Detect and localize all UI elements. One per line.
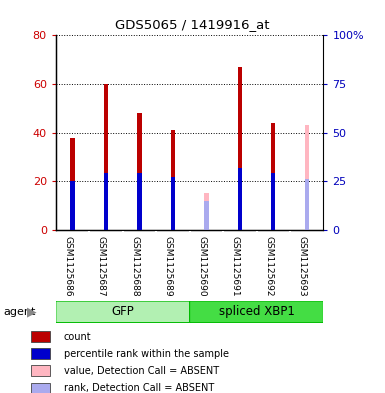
Bar [70,138,75,230]
Text: agent: agent [4,307,36,317]
Bar [31,365,50,376]
Text: GDS5065 / 1419916_at: GDS5065 / 1419916_at [115,18,270,31]
Bar [238,168,242,230]
Bar [70,181,75,230]
Text: GSM1125692: GSM1125692 [264,236,273,297]
Bar [305,179,309,230]
Bar [204,201,209,230]
Bar [137,113,142,230]
Bar [271,173,275,230]
FancyBboxPatch shape [56,301,189,323]
Text: GSM1125693: GSM1125693 [298,236,307,297]
Bar [238,67,242,230]
Text: GSM1125688: GSM1125688 [131,236,139,297]
Bar [31,348,50,359]
Text: rank, Detection Call = ABSENT: rank, Detection Call = ABSENT [64,383,214,393]
Bar [305,125,309,230]
Text: count: count [64,332,91,342]
Bar [171,130,175,230]
Bar [31,331,50,342]
Bar [104,84,108,230]
Text: value, Detection Call = ABSENT: value, Detection Call = ABSENT [64,366,219,376]
Bar [31,383,50,393]
Text: spliced XBP1: spliced XBP1 [219,305,295,318]
Bar [137,173,142,230]
Bar [104,173,108,230]
Text: GSM1125689: GSM1125689 [164,236,173,297]
FancyBboxPatch shape [189,301,323,323]
Text: GSM1125686: GSM1125686 [64,236,72,297]
Text: percentile rank within the sample: percentile rank within the sample [64,349,229,359]
Bar [171,177,175,230]
Text: GFP: GFP [111,305,134,318]
Text: GSM1125691: GSM1125691 [231,236,240,297]
Bar [204,193,209,230]
Text: ▶: ▶ [27,305,36,318]
Text: GSM1125687: GSM1125687 [97,236,106,297]
Text: GSM1125690: GSM1125690 [198,236,206,297]
Bar [271,123,275,230]
